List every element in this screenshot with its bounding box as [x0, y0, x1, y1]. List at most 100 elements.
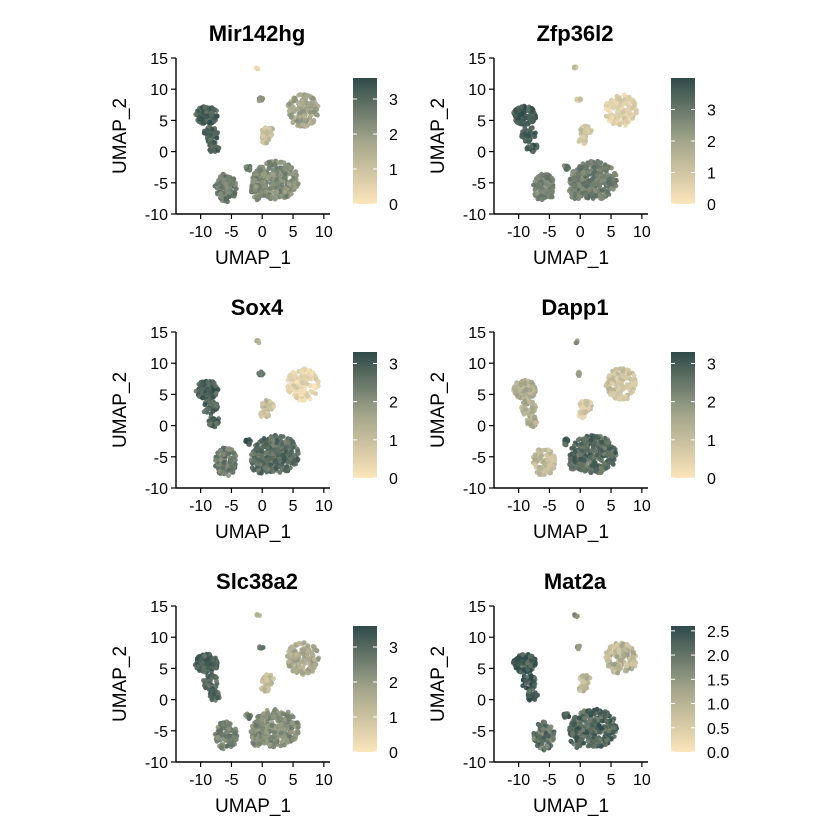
cell-point-A	[197, 387, 203, 392]
cell-point-A	[208, 132, 214, 138]
cell-point-B	[227, 733, 233, 738]
cell-point-C	[261, 460, 266, 465]
cell-point-B	[223, 197, 229, 202]
cell-point-C	[586, 178, 592, 184]
cell-point-C	[272, 196, 278, 202]
cell-point-B	[540, 189, 546, 195]
cell-point-F	[310, 644, 316, 649]
cell-point-E	[255, 613, 260, 618]
cell-point-C	[290, 714, 296, 720]
cell-point-C	[270, 469, 276, 474]
cell-point-F	[295, 100, 301, 106]
cell-point-A	[525, 660, 530, 666]
cell-point-F	[298, 668, 304, 674]
cell-point-D	[266, 413, 272, 418]
x-tick-label: 5	[289, 498, 298, 515]
cell-point-B	[540, 726, 546, 732]
cell-point-F	[622, 97, 628, 102]
cell-point-C	[249, 189, 254, 195]
y-tick-label: -5	[472, 450, 486, 467]
cell-point-C	[595, 740, 600, 745]
cell-point-C	[591, 164, 597, 170]
cell-point-F	[310, 652, 316, 658]
x-axis-label: UMAP_1	[215, 522, 291, 543]
cell-point-C	[276, 456, 282, 462]
cell-point-C	[282, 171, 288, 177]
colorbar-tick-label: 3	[389, 356, 398, 373]
cell-point-F	[315, 379, 321, 384]
scatter-points	[510, 612, 639, 753]
cell-point-F	[312, 663, 317, 669]
colorbar-tick-label: 2	[707, 395, 716, 412]
cell-point-C	[277, 435, 283, 441]
cell-point-F	[626, 94, 632, 100]
cell-point-F	[310, 96, 316, 101]
cell-point-F	[305, 393, 311, 399]
cell-point-A	[530, 149, 536, 155]
cell-point-C	[272, 730, 278, 735]
cell-point-C	[288, 443, 294, 449]
cell-point-C	[271, 438, 276, 443]
cell-point-F	[310, 119, 315, 125]
cell-point-C	[278, 172, 284, 178]
cell-point-F	[621, 115, 627, 121]
cell-point-F	[606, 373, 612, 378]
cell-point-C	[289, 191, 294, 197]
cell-point-C	[587, 717, 593, 723]
cell-point-B	[231, 450, 236, 456]
y-tick-label: 10	[468, 82, 486, 99]
cell-point-B	[551, 736, 556, 742]
cell-point-C	[284, 464, 290, 470]
cell-point-C	[585, 160, 590, 166]
cell-point-F	[620, 369, 626, 374]
cell-point-B	[538, 453, 544, 458]
cell-point-C	[607, 176, 613, 182]
y-tick-label: -10	[145, 207, 168, 224]
x-axis-label: UMAP_1	[215, 248, 291, 269]
colorbar-gradient	[353, 626, 377, 752]
cell-point-A	[201, 121, 206, 126]
cell-point-C	[285, 709, 291, 715]
cell-point-D	[578, 411, 584, 416]
cell-point-D	[260, 134, 266, 139]
cell-point-F	[307, 664, 313, 670]
cell-point-A	[522, 125, 528, 131]
cell-point-B	[224, 729, 230, 735]
y-tick-label: -5	[154, 724, 168, 741]
cell-point-C	[613, 450, 618, 456]
cell-point-C	[261, 183, 267, 188]
x-tick-label: 0	[258, 772, 267, 789]
cell-point-D	[266, 137, 272, 143]
cell-point-A	[200, 110, 206, 115]
y-tick-label: -5	[472, 176, 486, 193]
cell-point-F	[623, 394, 629, 400]
plot-title: Mat2a	[544, 569, 607, 594]
panel-dapp1: Dapp1-10 -5 0 5 10-10-5051015UMAP_1UMAP_2012…	[428, 295, 716, 543]
cell-point-C	[263, 715, 269, 720]
cell-point-B	[229, 469, 235, 475]
cell-point-E	[571, 64, 577, 70]
cell-point-D	[578, 127, 584, 132]
cell-point-C	[263, 735, 269, 741]
cell-point-A	[527, 697, 532, 703]
y-axis-label: UMAP_2	[110, 646, 131, 722]
cell-point-B	[218, 457, 224, 463]
cell-point-A	[209, 661, 215, 667]
cell-point-C	[275, 718, 281, 724]
cell-point-C	[269, 723, 275, 729]
cell-point-C	[275, 447, 281, 453]
cell-point-A	[212, 130, 218, 136]
cell-point-A	[213, 391, 219, 396]
x-axis-label: UMAP_1	[533, 248, 609, 269]
cell-point-F	[309, 371, 315, 377]
cell-point-F	[297, 389, 303, 395]
y-axis-label: UMAP_2	[110, 372, 131, 448]
cell-point-C	[604, 718, 610, 724]
cell-point-C	[594, 467, 600, 472]
cell-point-C	[295, 181, 301, 187]
cell-point-F	[300, 99, 306, 105]
cell-point-C	[597, 192, 603, 197]
